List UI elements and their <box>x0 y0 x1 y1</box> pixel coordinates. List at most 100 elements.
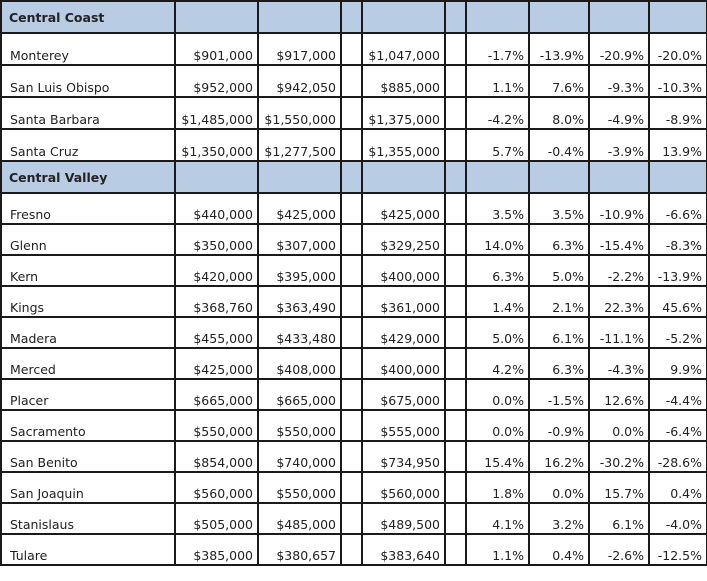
county-name-cell: San Luis Obispo <box>0 64 176 98</box>
median-price-cell: $383,640 <box>361 533 446 566</box>
median-price-cell: $425,000 <box>361 192 446 225</box>
median-price-cell: $408,000 <box>257 347 342 380</box>
median-price-cell: $550,000 <box>174 409 259 442</box>
percent-change-cell: -3.9% <box>588 128 650 162</box>
county-name-cell: Glenn <box>0 223 176 256</box>
median-price-cell: $400,000 <box>361 254 446 287</box>
percent-change-cell: -0.4% <box>528 128 590 162</box>
percent-change-cell: 3.5% <box>465 192 530 225</box>
median-price-cell: $885,000 <box>361 64 446 98</box>
percent-change-cell: 1.1% <box>465 533 530 566</box>
median-price-cell: $425,000 <box>174 347 259 380</box>
percent-change-cell: -13.9% <box>648 254 707 287</box>
table-row: San Benito $854,000 $740,000 $734,950 15.4% 1… <box>0 440 707 473</box>
median-price-cell: $368,760 <box>174 285 259 318</box>
percent-change-cell: 8.0% <box>528 96 590 130</box>
table-row: Monterey $901,000 $917,000 $1,047,000 -1.7% -… <box>0 32 707 66</box>
spacer-cell <box>340 409 363 442</box>
percent-change-cell: -4.9% <box>588 96 650 130</box>
spacer-cell <box>340 285 363 318</box>
median-price-cell: $917,000 <box>257 32 342 66</box>
header-empty-cell <box>174 0 259 34</box>
median-price-cell: $550,000 <box>257 471 342 504</box>
county-price-table: Central Coast Monterey $901,000 $917,000 $1,… <box>0 0 707 566</box>
spacer-cell <box>340 254 363 287</box>
percent-change-cell: -4.2% <box>465 96 530 130</box>
spacer-cell <box>340 128 363 162</box>
percent-change-cell: -15.4% <box>588 223 650 256</box>
percent-change-cell: 4.2% <box>465 347 530 380</box>
table-row: Tulare $385,000 $380,657 $383,640 1.1% 0.4% -2… <box>0 533 707 566</box>
spacer-cell <box>340 378 363 411</box>
median-price-cell: $395,000 <box>257 254 342 287</box>
header-empty-cell <box>340 0 363 34</box>
table-body: Central Coast Monterey $901,000 $917,000 $1,… <box>0 0 707 566</box>
median-price-cell: $550,000 <box>257 409 342 442</box>
percent-change-cell: -2.2% <box>588 254 650 287</box>
header-empty-cell <box>648 160 707 194</box>
spacer-cell <box>444 533 467 566</box>
header-empty-cell <box>465 0 530 34</box>
header-empty-cell <box>588 0 650 34</box>
percent-change-cell: 14.0% <box>465 223 530 256</box>
percent-change-cell: -4.0% <box>648 502 707 535</box>
percent-change-cell: 1.8% <box>465 471 530 504</box>
header-empty-cell <box>648 0 707 34</box>
percent-change-cell: 1.1% <box>465 64 530 98</box>
percent-change-cell: 16.2% <box>528 440 590 473</box>
county-name-cell: San Benito <box>0 440 176 473</box>
median-price-cell: $429,000 <box>361 316 446 349</box>
median-price-cell: $1,047,000 <box>361 32 446 66</box>
median-price-cell: $425,000 <box>257 192 342 225</box>
header-empty-cell <box>528 0 590 34</box>
county-name-cell: Merced <box>0 347 176 380</box>
percent-change-cell: -20.9% <box>588 32 650 66</box>
median-price-cell: $952,000 <box>174 64 259 98</box>
median-price-cell: $740,000 <box>257 440 342 473</box>
header-empty-cell <box>465 160 530 194</box>
percent-change-cell: -5.2% <box>648 316 707 349</box>
percent-change-cell: 15.4% <box>465 440 530 473</box>
percent-change-cell: 5.0% <box>528 254 590 287</box>
median-price-cell: $307,000 <box>257 223 342 256</box>
median-price-cell: $1,485,000 <box>174 96 259 130</box>
header-empty-cell <box>444 160 467 194</box>
percent-change-cell: -4.4% <box>648 378 707 411</box>
median-price-cell: $455,000 <box>174 316 259 349</box>
spacer-cell <box>444 223 467 256</box>
header-empty-cell <box>174 160 259 194</box>
table-row: Glenn $350,000 $307,000 $329,250 14.0% 6.3% -1… <box>0 223 707 256</box>
county-name-cell: Kings <box>0 285 176 318</box>
percent-change-cell: -4.3% <box>588 347 650 380</box>
table-row: Fresno $440,000 $425,000 $425,000 3.5% 3.5% -1… <box>0 192 707 225</box>
spacer-cell <box>340 32 363 66</box>
county-name-cell: Madera <box>0 316 176 349</box>
percent-change-cell: 45.6% <box>648 285 707 318</box>
county-name-cell: San Joaquin <box>0 471 176 504</box>
table-row: Kern $420,000 $395,000 $400,000 6.3% 5.0% -2.2… <box>0 254 707 287</box>
percent-change-cell: -6.6% <box>648 192 707 225</box>
median-price-cell: $1,550,000 <box>257 96 342 130</box>
spacer-cell <box>444 502 467 535</box>
table-row: San Joaquin $560,000 $550,000 $560,000 1.8% 0… <box>0 471 707 504</box>
table-row: Santa Cruz $1,350,000 $1,277,500 $1,355,000… <box>0 128 707 162</box>
percent-change-cell: 1.4% <box>465 285 530 318</box>
header-empty-cell <box>588 160 650 194</box>
percent-change-cell: -28.6% <box>648 440 707 473</box>
percent-change-cell: 3.2% <box>528 502 590 535</box>
percent-change-cell: -2.6% <box>588 533 650 566</box>
spacer-cell <box>444 254 467 287</box>
percent-change-cell: -10.3% <box>648 64 707 98</box>
section-title: Central Coast <box>0 0 176 34</box>
header-empty-cell <box>528 160 590 194</box>
header-empty-cell <box>257 0 342 34</box>
percent-change-cell: 2.1% <box>528 285 590 318</box>
percent-change-cell: -8.3% <box>648 223 707 256</box>
percent-change-cell: 6.3% <box>528 223 590 256</box>
percent-change-cell: -9.3% <box>588 64 650 98</box>
median-price-cell: $560,000 <box>361 471 446 504</box>
percent-change-cell: -20.0% <box>648 32 707 66</box>
spacer-cell <box>444 378 467 411</box>
county-name-cell: Tulare <box>0 533 176 566</box>
median-price-cell: $385,000 <box>174 533 259 566</box>
